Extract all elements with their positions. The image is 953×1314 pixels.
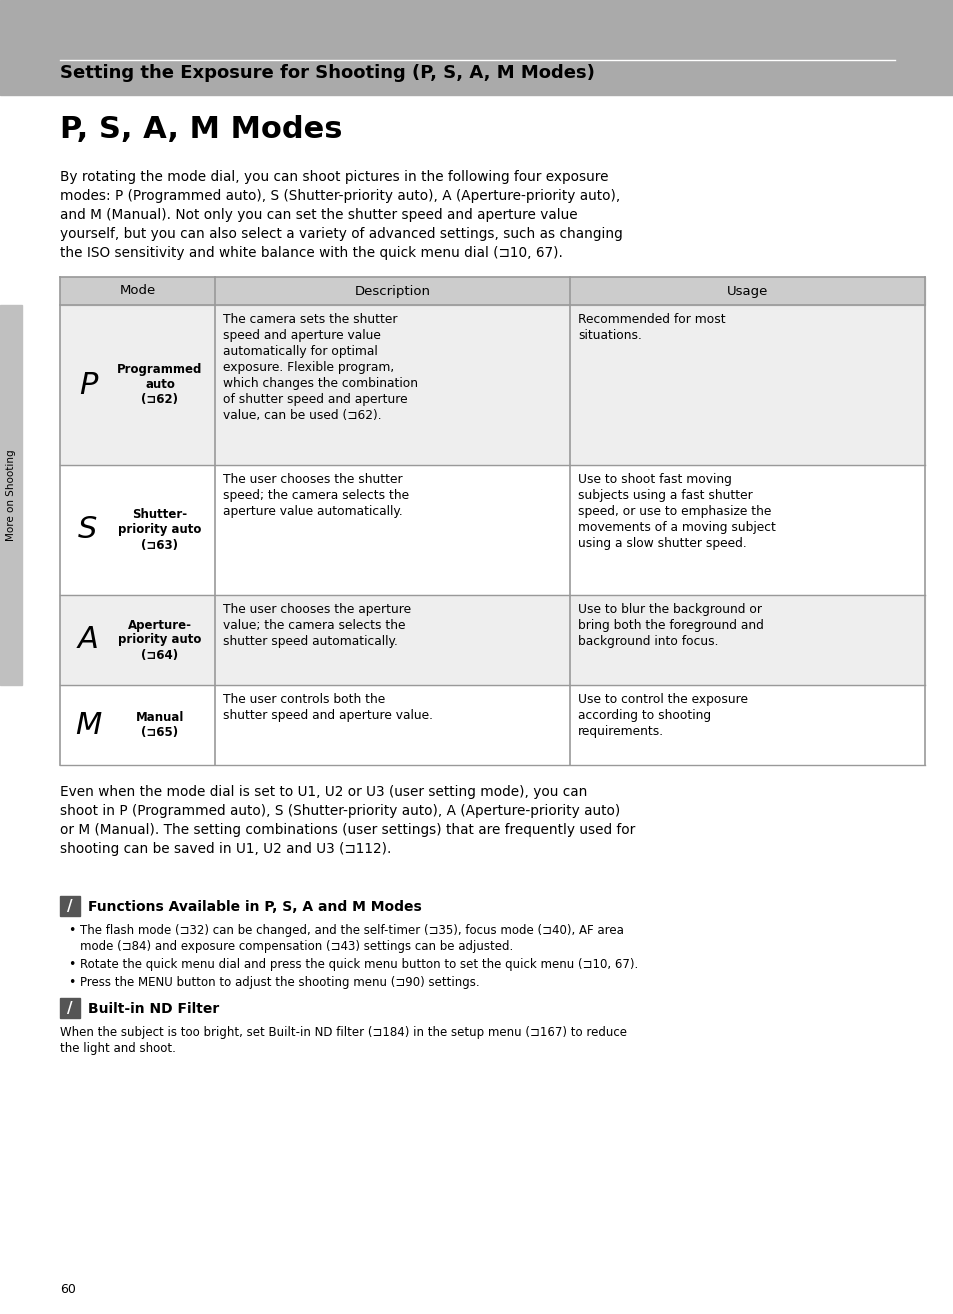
Text: Even when the mode dial is set to U1, U2 or U3 (user setting mode), you can: Even when the mode dial is set to U1, U2… xyxy=(60,784,587,799)
Text: When the subject is too bright, set Built-in ND filter (⊐184) in the setup menu : When the subject is too bright, set Buil… xyxy=(60,1026,626,1039)
Text: bring both the foreground and: bring both the foreground and xyxy=(578,619,763,632)
Text: priority auto: priority auto xyxy=(118,633,201,646)
Text: Setting the Exposure for Shooting (P, S, A, M Modes): Setting the Exposure for Shooting (P, S,… xyxy=(60,64,595,81)
Text: and M (Manual). Not only you can set the shutter speed and aperture value: and M (Manual). Not only you can set the… xyxy=(60,208,577,222)
Text: subjects using a fast shutter: subjects using a fast shutter xyxy=(578,489,752,502)
Text: value; the camera selects the: value; the camera selects the xyxy=(223,619,405,632)
Bar xyxy=(60,277,924,305)
Bar xyxy=(0,0,953,95)
Text: Recommended for most: Recommended for most xyxy=(578,313,725,326)
Text: Manual: Manual xyxy=(135,711,184,724)
Text: P: P xyxy=(79,371,97,399)
Text: movements of a moving subject: movements of a moving subject xyxy=(578,520,775,533)
Text: Use to blur the background or: Use to blur the background or xyxy=(578,603,761,616)
Text: or M (Manual). The setting combinations (user settings) that are frequently used: or M (Manual). The setting combinations … xyxy=(60,823,635,837)
Bar xyxy=(60,305,924,465)
Text: /: / xyxy=(67,899,72,913)
Text: The user chooses the shutter: The user chooses the shutter xyxy=(223,473,402,486)
Text: Mode: Mode xyxy=(119,285,155,297)
Text: background into focus.: background into focus. xyxy=(578,635,718,648)
Text: shoot in P (Programmed auto), S (Shutter-priority auto), A (Aperture-priority au: shoot in P (Programmed auto), S (Shutter… xyxy=(60,804,619,819)
Text: automatically for optimal: automatically for optimal xyxy=(223,346,377,357)
Text: •: • xyxy=(68,958,75,971)
Text: speed and aperture value: speed and aperture value xyxy=(223,328,380,342)
Text: auto: auto xyxy=(145,378,174,392)
Text: S: S xyxy=(78,515,97,544)
Text: using a slow shutter speed.: using a slow shutter speed. xyxy=(578,537,746,551)
Text: speed; the camera selects the: speed; the camera selects the xyxy=(223,489,409,502)
Text: exposure. Flexible program,: exposure. Flexible program, xyxy=(223,361,394,374)
Text: (⊐62): (⊐62) xyxy=(141,393,178,406)
Text: Rotate the quick menu dial and press the quick menu button to set the quick menu: Rotate the quick menu dial and press the… xyxy=(80,958,638,971)
Text: Shutter-: Shutter- xyxy=(132,509,188,522)
Text: (⊐64): (⊐64) xyxy=(141,649,178,661)
Text: Use to control the exposure: Use to control the exposure xyxy=(578,692,747,706)
Text: the ISO sensitivity and white balance with the quick menu dial (⊐10, 67).: the ISO sensitivity and white balance wi… xyxy=(60,246,562,260)
Text: Programmed: Programmed xyxy=(117,364,202,377)
Text: Functions Available in P, S, A and M Modes: Functions Available in P, S, A and M Mod… xyxy=(88,900,421,915)
Bar xyxy=(60,999,80,1018)
Text: •: • xyxy=(68,924,75,937)
Text: yourself, but you can also select a variety of advanced settings, such as changi: yourself, but you can also select a vari… xyxy=(60,227,622,240)
Text: the light and shoot.: the light and shoot. xyxy=(60,1042,175,1055)
Text: shutter speed automatically.: shutter speed automatically. xyxy=(223,635,397,648)
Text: Usage: Usage xyxy=(726,285,767,297)
Text: 60: 60 xyxy=(60,1282,76,1296)
Text: More on Shooting: More on Shooting xyxy=(6,449,16,541)
Text: /: / xyxy=(67,1000,72,1016)
Text: modes: P (Programmed auto), S (Shutter-priority auto), A (Aperture-priority auto: modes: P (Programmed auto), S (Shutter-p… xyxy=(60,189,619,202)
Text: M: M xyxy=(74,711,101,740)
Bar xyxy=(0,305,22,685)
Text: Press the MENU button to adjust the shooting menu (⊐90) settings.: Press the MENU button to adjust the shoo… xyxy=(80,976,479,989)
Text: The camera sets the shutter: The camera sets the shutter xyxy=(223,313,397,326)
Text: (⊐65): (⊐65) xyxy=(141,727,178,738)
Text: P, S, A, M Modes: P, S, A, M Modes xyxy=(60,116,342,145)
Text: situations.: situations. xyxy=(578,328,641,342)
Text: which changes the combination: which changes the combination xyxy=(223,377,417,390)
Text: The user controls both the: The user controls both the xyxy=(223,692,385,706)
Text: The flash mode (⊐32) can be changed, and the self-timer (⊐35), focus mode (⊐40),: The flash mode (⊐32) can be changed, and… xyxy=(80,924,623,937)
Text: priority auto: priority auto xyxy=(118,523,201,536)
Text: (⊐63): (⊐63) xyxy=(141,539,178,552)
Text: The user chooses the aperture: The user chooses the aperture xyxy=(223,603,411,616)
Text: according to shooting: according to shooting xyxy=(578,710,710,721)
Text: shooting can be saved in U1, U2 and U3 (⊐112).: shooting can be saved in U1, U2 and U3 (… xyxy=(60,842,391,855)
Text: Use to shoot fast moving: Use to shoot fast moving xyxy=(578,473,731,486)
Text: shutter speed and aperture value.: shutter speed and aperture value. xyxy=(223,710,433,721)
Text: speed, or use to emphasize the: speed, or use to emphasize the xyxy=(578,505,771,518)
Text: mode (⊐84) and exposure compensation (⊐43) settings can be adjusted.: mode (⊐84) and exposure compensation (⊐4… xyxy=(80,940,513,953)
Bar xyxy=(60,896,80,916)
Text: By rotating the mode dial, you can shoot pictures in the following four exposure: By rotating the mode dial, you can shoot… xyxy=(60,170,608,184)
Text: •: • xyxy=(68,976,75,989)
Text: Aperture-: Aperture- xyxy=(128,619,192,632)
Text: aperture value automatically.: aperture value automatically. xyxy=(223,505,402,518)
Text: value, can be used (⊐62).: value, can be used (⊐62). xyxy=(223,409,381,422)
Text: of shutter speed and aperture: of shutter speed and aperture xyxy=(223,393,407,406)
Text: requirements.: requirements. xyxy=(578,725,663,738)
Text: Description: Description xyxy=(355,285,430,297)
Text: Built-in ND Filter: Built-in ND Filter xyxy=(88,1003,219,1016)
Bar xyxy=(60,595,924,685)
Text: A: A xyxy=(77,625,98,654)
